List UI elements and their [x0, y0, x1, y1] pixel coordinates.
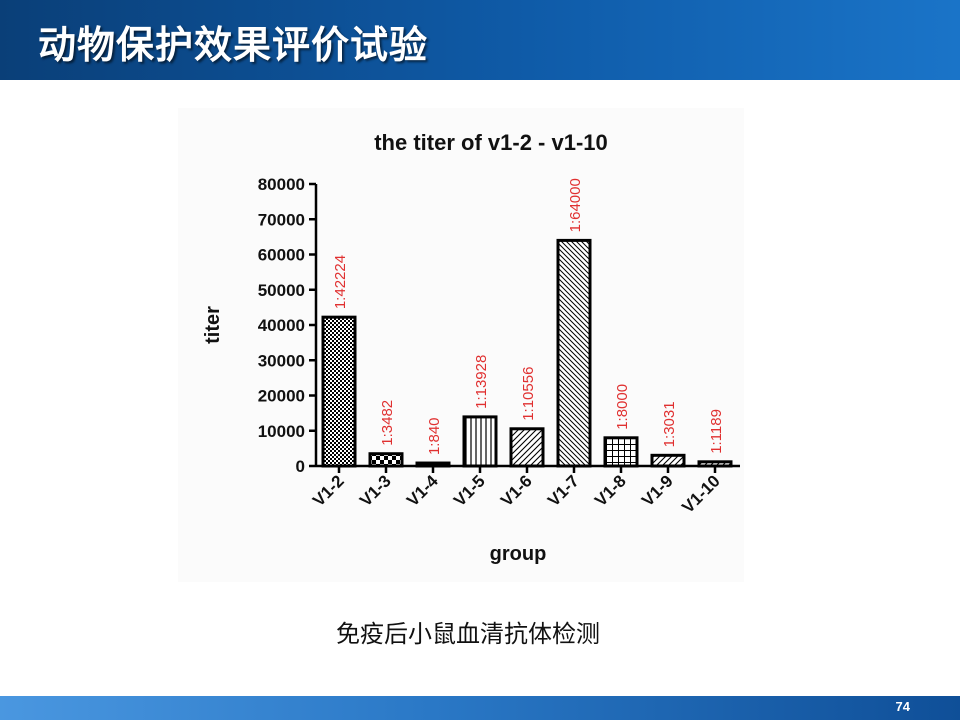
- x-tick-label: V1-7: [544, 471, 583, 510]
- chart-title: the titer of v1-2 - v1-10: [374, 130, 608, 155]
- footer-bar: 74: [0, 696, 960, 720]
- bar-v1-7: [556, 238, 592, 468]
- y-tick-label: 50000: [258, 281, 305, 300]
- data-label: 1:64000: [567, 178, 584, 232]
- x-tick-label: V1-10: [678, 471, 724, 517]
- x-tick-label: V1-2: [309, 471, 348, 510]
- bar-v1-3: [368, 452, 404, 468]
- chart-caption: 免疫后小鼠血清抗体检测: [336, 620, 600, 648]
- x-tick-label: V1-4: [403, 471, 442, 510]
- y-tick-label: 70000: [258, 210, 305, 229]
- y-tick-label: 60000: [258, 246, 305, 265]
- x-tick-label: V1-8: [591, 471, 630, 510]
- y-tick-label: 20000: [258, 387, 305, 406]
- bar-v1-8: [603, 436, 639, 468]
- bar-v1-6: [509, 427, 545, 468]
- data-label: 1:840: [426, 417, 443, 455]
- data-label: 1:8000: [614, 384, 631, 430]
- title-bar: 动物保护效果评价试验: [0, 0, 960, 80]
- slide-title: 动物保护效果评价试验: [38, 23, 429, 67]
- x-tick-label: V1-3: [356, 471, 395, 510]
- data-label: 1:13928: [473, 355, 490, 409]
- bar-v1-2: [321, 315, 357, 468]
- y-tick-label: 40000: [258, 316, 305, 335]
- data-label: 1:3482: [379, 400, 396, 446]
- bar-v1-9: [650, 453, 686, 468]
- bar-v1-4: [415, 461, 451, 468]
- y-tick-label: 10000: [258, 422, 305, 441]
- x-tick-label: V1-5: [450, 471, 489, 510]
- data-label: 1:10556: [520, 367, 537, 421]
- data-label: 1:3031: [661, 401, 678, 447]
- y-tick-label: 0: [296, 457, 305, 476]
- chart-bars: V1-2 1:42224 V1-3 1:3482 V1-4 1:840 V1-5 1:1392…: [309, 178, 733, 517]
- bar-v1-10: [697, 460, 733, 468]
- data-label: 1:42224: [332, 255, 349, 309]
- data-label: 1:1189: [708, 409, 725, 454]
- page-number: 74: [895, 699, 910, 714]
- y-axis-label: titer: [202, 306, 224, 344]
- x-axis-label: group: [490, 543, 547, 565]
- x-tick-label: V1-6: [497, 471, 536, 510]
- y-tick-label: 30000: [258, 351, 305, 370]
- chart-panel: [178, 108, 744, 582]
- bar-v1-5: [462, 415, 498, 468]
- x-tick-label: V1-9: [638, 471, 677, 510]
- bar-chart: the titer of v1-2 - v1-10 titer group 0 1…: [202, 130, 740, 565]
- y-tick-label: 80000: [258, 175, 305, 194]
